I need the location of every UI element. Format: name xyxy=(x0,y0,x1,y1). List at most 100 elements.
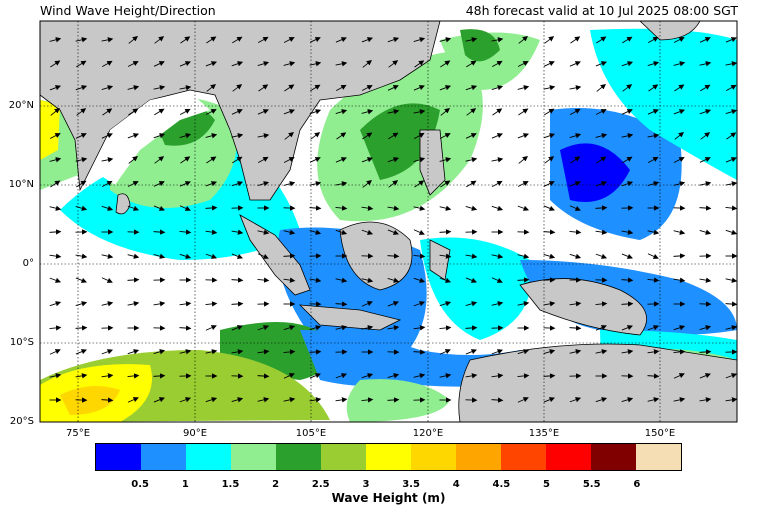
wave-direction-arrow xyxy=(569,85,582,91)
wave-direction-arrow xyxy=(413,157,426,163)
wave-direction-arrow xyxy=(725,373,737,379)
wave-direction-arrow xyxy=(75,85,88,91)
wave-direction-arrow xyxy=(231,325,243,331)
colorbar-tick-label: 4.5 xyxy=(492,479,511,490)
wave-direction-arrow xyxy=(283,349,296,355)
wave-direction-arrow xyxy=(49,229,62,235)
colorbar-tick-label: 4 xyxy=(452,479,460,490)
wave-direction-arrow xyxy=(570,156,581,164)
wave-direction-arrow xyxy=(465,253,478,259)
wave-direction-arrow xyxy=(543,373,556,379)
wave-direction-arrow xyxy=(153,181,165,187)
wave-direction-arrow xyxy=(75,157,88,163)
wave-direction-arrow xyxy=(76,180,87,188)
wave-direction-arrow xyxy=(101,205,114,211)
colorbar-swatch xyxy=(186,444,231,470)
java xyxy=(298,304,402,331)
wave-direction-arrow xyxy=(101,180,113,188)
wave-direction-arrow xyxy=(361,37,373,43)
wave-direction-arrow xyxy=(205,325,217,331)
wave-direction-arrow xyxy=(596,83,606,92)
wave-direction-arrow xyxy=(179,397,192,403)
wave-direction-arrow xyxy=(179,301,192,307)
wave-direction-arrow xyxy=(517,133,529,139)
wave-direction-arrow xyxy=(49,157,62,163)
wave-direction-arrow xyxy=(517,277,530,283)
wave-direction-arrow xyxy=(491,180,503,188)
wave-direction-arrow xyxy=(673,61,686,67)
wave-direction-arrow xyxy=(595,301,608,307)
wave-direction-arrow xyxy=(621,253,633,259)
lat-label-equator: 0° xyxy=(22,258,34,269)
wave-direction-arrow xyxy=(491,205,504,211)
wave-direction-arrow xyxy=(465,373,478,379)
wave-direction-arrow xyxy=(127,85,140,91)
wave-direction-arrow xyxy=(309,37,321,43)
wave-direction-arrow xyxy=(647,61,660,67)
wave-direction-arrow xyxy=(699,181,712,187)
wave-direction-arrow xyxy=(101,253,114,259)
wave-direction-arrow xyxy=(257,397,270,403)
wave-direction-arrow xyxy=(466,180,477,188)
wave-direction-arrow xyxy=(621,109,633,115)
wave-direction-arrow xyxy=(205,253,218,259)
wave-direction-arrow xyxy=(465,277,477,283)
wave-direction-arrow xyxy=(413,205,426,211)
wave-direction-arrow xyxy=(569,325,582,331)
wave-direction-arrow xyxy=(413,301,426,307)
wave-direction-arrow xyxy=(309,373,321,379)
wave-direction-arrow xyxy=(335,277,348,283)
colorbar-tick-label: 2 xyxy=(272,479,280,490)
wave-direction-arrow xyxy=(725,229,737,235)
wave-direction-arrow xyxy=(725,397,737,403)
wave-direction-arrow xyxy=(621,181,634,187)
lat-label-10n: 10°N xyxy=(8,179,34,190)
wave-direction-arrow xyxy=(231,397,244,403)
wave-direction-arrow xyxy=(153,133,166,139)
wave-direction-arrow xyxy=(127,253,140,259)
wave-direction-arrow xyxy=(647,397,660,403)
wave-direction-arrow xyxy=(257,36,269,44)
wave-direction-arrow xyxy=(621,301,634,307)
wave-direction-arrow xyxy=(543,253,556,259)
wave-direction-arrow xyxy=(283,37,295,43)
wave-direction-arrow xyxy=(465,133,477,139)
wave-direction-arrow xyxy=(518,155,528,164)
colorbar-swatch xyxy=(141,444,186,470)
wave-direction-arrow xyxy=(101,277,113,283)
wave-direction-arrow xyxy=(439,157,452,163)
wave-direction-arrow xyxy=(361,301,373,307)
colorbar-swatch xyxy=(456,444,501,470)
wave-direction-arrow xyxy=(154,156,165,164)
lon-label-105e: 105°E xyxy=(295,428,327,439)
map-border xyxy=(39,20,738,423)
wave-direction-arrow xyxy=(283,157,295,163)
wave-direction-arrow xyxy=(725,325,737,331)
wave-direction-arrow xyxy=(153,253,166,259)
wave-direction-arrow xyxy=(205,349,218,355)
wave-direction-arrow xyxy=(647,373,660,379)
wave-direction-arrow xyxy=(387,205,400,211)
wave-direction-arrow xyxy=(127,373,140,379)
wave-direction-arrow xyxy=(673,157,685,163)
wave-direction-arrow xyxy=(569,61,581,67)
lat-label-10s: 10°S xyxy=(9,337,34,348)
wave-direction-arrow xyxy=(543,205,555,211)
wave-direction-arrow xyxy=(569,133,582,139)
wave-direction-arrow xyxy=(725,61,737,67)
wave-direction-arrow xyxy=(75,205,88,211)
wave-direction-arrow xyxy=(725,37,737,43)
wave-direction-arrow xyxy=(673,181,686,187)
wave-direction-arrow xyxy=(413,277,426,283)
wave-direction-arrow xyxy=(725,301,737,307)
wave-direction-arrow xyxy=(440,60,451,68)
wave-direction-arrow xyxy=(309,205,322,211)
wave-direction-arrow xyxy=(309,349,322,355)
wave-direction-arrow xyxy=(153,301,166,307)
wave-direction-arrow xyxy=(179,61,191,67)
wave-direction-arrow xyxy=(231,301,244,307)
wave-direction-arrow xyxy=(413,349,426,355)
wave-direction-arrow xyxy=(517,373,530,379)
wave-direction-arrow xyxy=(466,60,477,68)
wave-direction-arrow xyxy=(335,181,348,187)
